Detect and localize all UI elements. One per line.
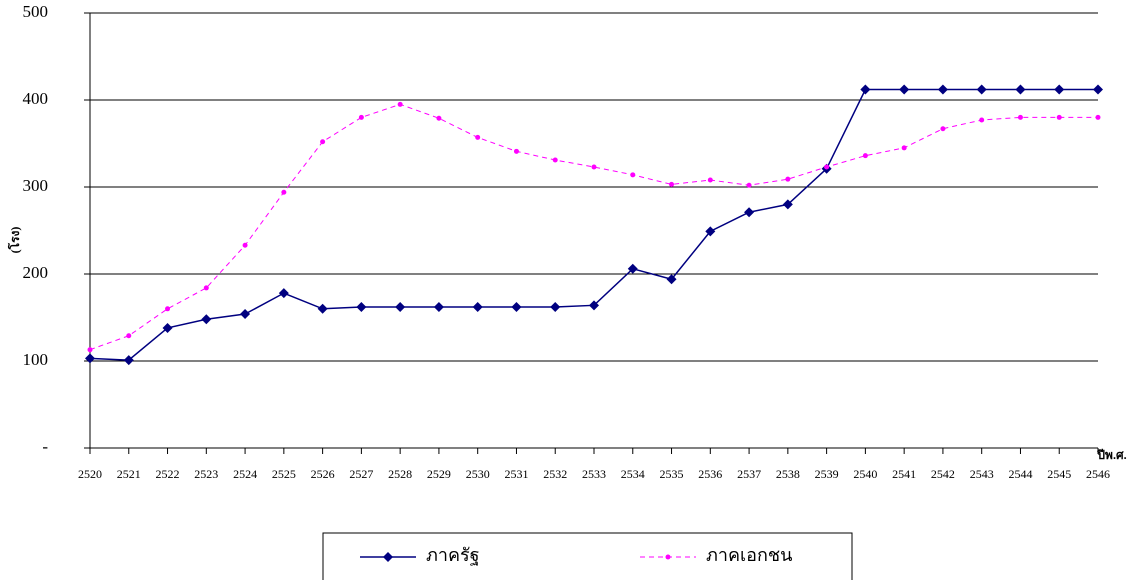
point [550, 302, 561, 313]
point [899, 84, 910, 95]
point [705, 226, 716, 237]
point [666, 274, 677, 285]
point [240, 309, 251, 320]
point [746, 182, 752, 188]
point [782, 199, 793, 210]
point [513, 148, 519, 154]
point [358, 114, 364, 120]
legend-label: ภาครัฐ [426, 545, 480, 566]
legend-marker [383, 552, 393, 562]
x-tick-label: 2534 [621, 467, 645, 481]
point [1017, 114, 1023, 120]
x-tick-label: 2522 [156, 467, 180, 481]
point [860, 84, 871, 95]
x-tick-label: 2527 [349, 467, 373, 481]
point [242, 242, 248, 248]
point [669, 181, 675, 187]
point [1056, 114, 1062, 120]
y-tick-label: - [42, 437, 48, 456]
x-tick-label: 2533 [582, 467, 606, 481]
point [976, 84, 987, 95]
point [433, 302, 444, 313]
x-tick-label: 2531 [504, 467, 528, 481]
point [627, 263, 638, 274]
legend-label: ภาคเอกชน [706, 545, 792, 565]
series-line [89, 103, 1098, 351]
x-tick-label: 2537 [737, 467, 761, 481]
series-line [89, 88, 1098, 361]
x-tick-label: 2520 [78, 467, 102, 481]
point [707, 177, 713, 183]
point [940, 126, 946, 132]
point [1095, 114, 1101, 120]
x-tick-label: 2536 [698, 467, 722, 481]
x-tick-label: 2530 [466, 467, 490, 481]
point [165, 306, 171, 312]
x-tick-label: 2535 [660, 467, 684, 481]
point [937, 84, 948, 95]
x-tick-label: 2542 [931, 467, 955, 481]
point [395, 302, 406, 313]
point [589, 300, 599, 311]
y-tick-label: 300 [23, 176, 49, 195]
point [320, 139, 326, 145]
x-tick-label: 2546 [1086, 467, 1110, 481]
point [126, 333, 132, 339]
y-tick-label: 200 [23, 263, 49, 282]
point [475, 134, 481, 140]
point [1015, 84, 1026, 95]
point [824, 164, 830, 170]
point [785, 176, 791, 182]
x-tick-label: 2529 [427, 467, 451, 481]
point [87, 347, 93, 353]
x-tick-label: 2528 [388, 467, 412, 481]
x-axis-label: ปีพ.ศ. [1097, 448, 1127, 462]
point [397, 101, 403, 107]
point [862, 153, 868, 159]
point [1054, 84, 1065, 95]
x-tick-label: 2543 [970, 467, 994, 481]
y-axis-label: (โรง) [7, 227, 22, 254]
point [85, 353, 95, 364]
point [979, 117, 985, 123]
point [1093, 84, 1103, 95]
y-tick-label: 100 [23, 350, 49, 369]
point [356, 302, 367, 313]
y-tick-label: 500 [23, 2, 49, 21]
point [203, 285, 209, 291]
point [511, 302, 522, 313]
x-tick-label: 2545 [1047, 467, 1071, 481]
point [317, 303, 328, 314]
x-tick-label: 2539 [815, 467, 839, 481]
y-tick-label: 400 [23, 89, 49, 108]
point [281, 189, 287, 195]
point [472, 302, 483, 313]
x-tick-label: 2524 [233, 467, 257, 481]
point [901, 145, 907, 151]
point [123, 355, 134, 366]
x-tick-label: 2526 [311, 467, 335, 481]
x-tick-label: 2544 [1008, 467, 1032, 481]
legend-marker [665, 554, 671, 560]
point [201, 314, 212, 325]
x-tick-label: 2532 [543, 467, 567, 481]
point [591, 164, 597, 170]
x-tick-label: 2521 [117, 467, 141, 481]
x-tick-label: 2541 [892, 467, 916, 481]
point [552, 157, 558, 163]
point [162, 322, 173, 333]
x-tick-label: 2525 [272, 467, 296, 481]
x-tick-label: 2523 [194, 467, 218, 481]
point [436, 115, 442, 121]
point [630, 172, 636, 178]
x-tick-label: 2538 [776, 467, 800, 481]
point [744, 207, 755, 218]
x-tick-label: 2540 [853, 467, 877, 481]
point [278, 288, 289, 299]
